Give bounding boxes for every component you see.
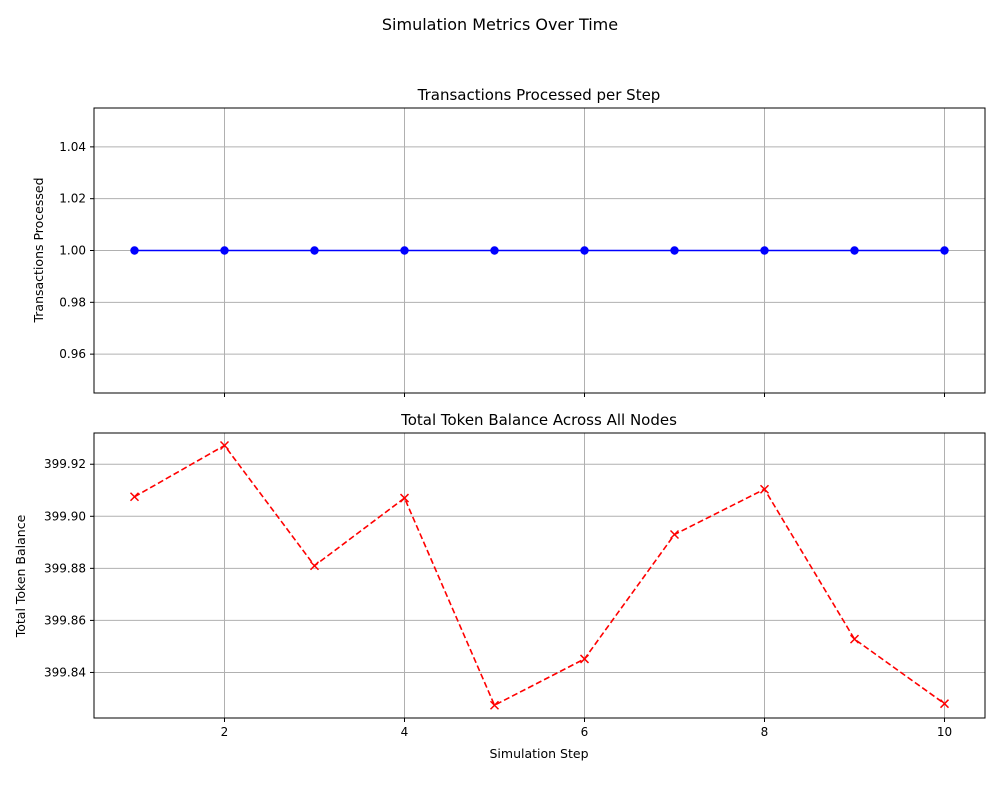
top-data-point: [850, 246, 859, 255]
bottom-subplot-frame: [93, 432, 986, 719]
top-y-tick-label: 0.96: [59, 347, 86, 361]
top-data-point: [490, 246, 499, 255]
bottom-y-tick-label: 399.92: [44, 457, 86, 471]
bottom-y-tick-label: 399.86: [44, 613, 86, 627]
bottom-y-tick-label: 399.84: [44, 665, 86, 679]
top-y-tick-label: 1.00: [59, 244, 86, 258]
top-subplot-transactions: Transactions Processed per Step Transact…: [31, 86, 986, 397]
bottom-data-point: [219, 440, 230, 451]
top-data-point: [760, 246, 769, 255]
bottom-data-point: [129, 492, 140, 502]
bottom-subplot-title: Total Token Balance Across All Nodes: [400, 411, 677, 429]
top-data-point: [130, 246, 139, 255]
bottom-y-tick-label: 399.88: [44, 561, 86, 575]
top-data-point: [670, 246, 679, 255]
top-data-point: [220, 246, 229, 255]
bottom-x-tick-label: 2: [221, 725, 229, 739]
top-subplot-frame: [93, 107, 986, 394]
bottom-subplot-xlabel: Simulation Step: [489, 746, 588, 761]
bottom-x-tick-label: 10: [937, 725, 952, 739]
top-data-point: [310, 246, 319, 255]
top-data-point: [400, 246, 409, 255]
top-y-tick-label: 1.04: [59, 140, 86, 154]
top-subplot-ylabel: Transactions Processed: [31, 177, 46, 323]
top-y-tick-label: 0.98: [59, 295, 86, 309]
bottom-x-tick-label: 4: [401, 725, 409, 739]
top-data-point: [940, 246, 949, 255]
figure-suptitle: Simulation Metrics Over Time: [382, 15, 618, 34]
bottom-subplot-token-balance: Total Token Balance Across All Nodes Tot…: [13, 411, 986, 761]
top-subplot-title: Transactions Processed per Step: [417, 86, 661, 104]
top-y-tick-label: 1.02: [59, 192, 86, 206]
bottom-y-tick-label: 399.90: [44, 509, 86, 523]
bottom-data-point: [489, 700, 500, 710]
bottom-series-line: [134, 444, 945, 707]
bottom-x-tick-label: 8: [761, 725, 769, 739]
bottom-data-point: [939, 699, 950, 709]
top-data-point: [580, 246, 589, 255]
bottom-data-point: [309, 561, 320, 571]
bottom-data-point: [669, 529, 680, 540]
bottom-subplot-ylabel: Total Token Balance: [13, 514, 28, 638]
bottom-data-point: [399, 493, 410, 503]
bottom-x-tick-label: 6: [581, 725, 589, 739]
bottom-data-point: [579, 654, 590, 664]
bottom-data-point: [849, 634, 860, 644]
bottom-data-point: [759, 484, 770, 494]
